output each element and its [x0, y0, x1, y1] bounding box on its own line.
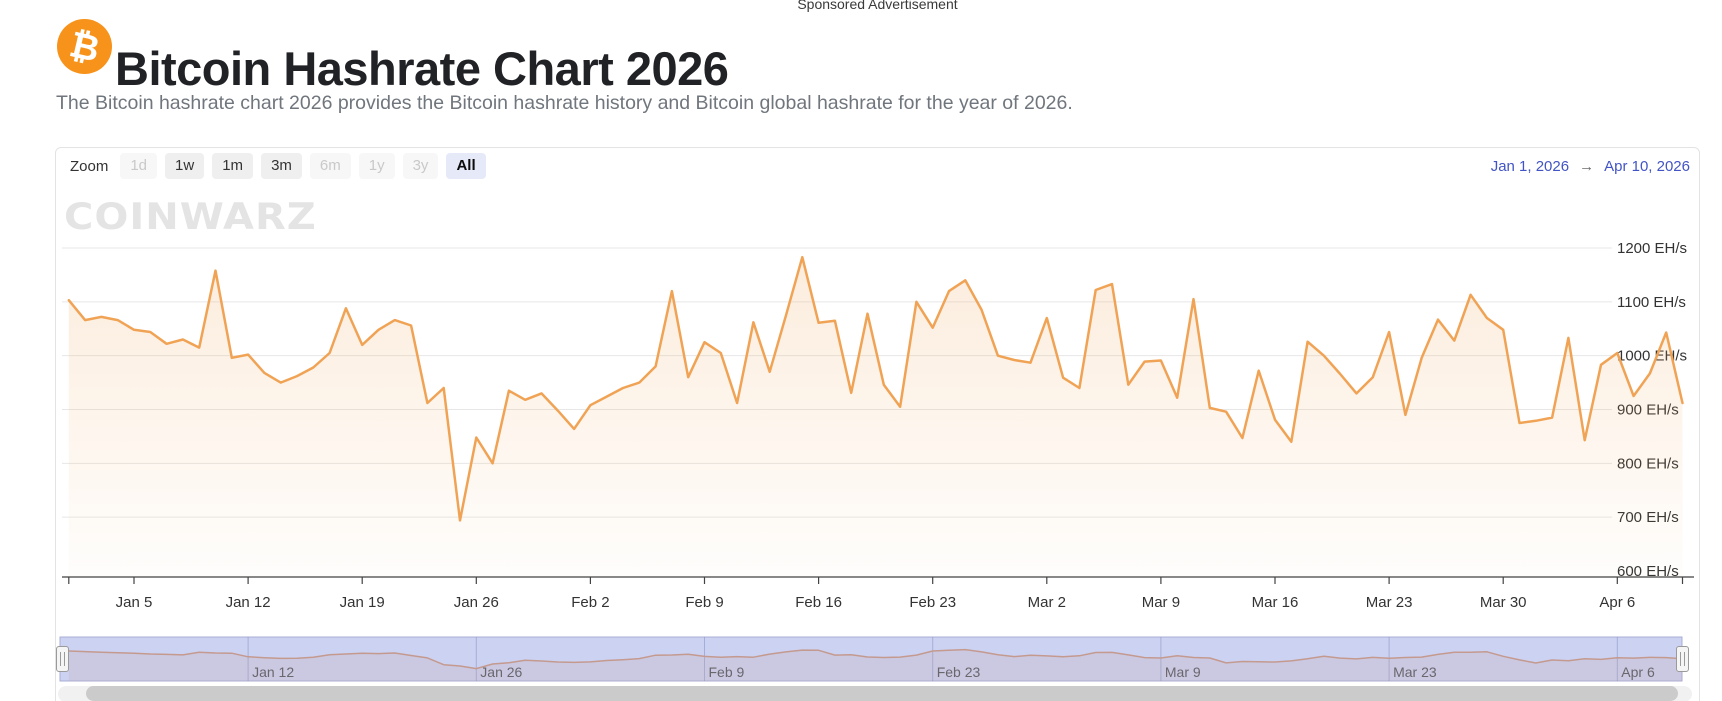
- date-from-input[interactable]: Jan 1, 2026: [1490, 158, 1570, 175]
- date-range: Jan 1, 2026 → Apr 10, 2026: [1491, 158, 1690, 175]
- sponsored-advertisement-label: Sponsored Advertisement: [797, 0, 958, 12]
- zoom-button-1w[interactable]: 1w: [165, 153, 205, 179]
- navigator-label-jan-26: Jan 26: [480, 664, 522, 680]
- navigator-label-mar-9: Mar 9: [1165, 664, 1201, 680]
- x-axis-label-mar-16: Mar 16: [1252, 594, 1299, 611]
- x-axis-label-jan-19: Jan 19: [340, 594, 385, 611]
- y-axis-label-1000: 1000 EH/s: [1617, 348, 1687, 365]
- x-axis-label-mar-30: Mar 30: [1480, 594, 1527, 611]
- x-axis-label-jan-26: Jan 26: [454, 594, 499, 611]
- zoom-toolbar: Zoom 1d 1w 1m 3m 6m 1y 3y All: [70, 153, 486, 179]
- navigator-label-mar-23: Mar 23: [1393, 664, 1437, 680]
- navigator-handle-right[interactable]: [1676, 646, 1689, 672]
- zoom-button-3m[interactable]: 3m: [261, 153, 302, 179]
- navigator-label-feb-9: Feb 9: [709, 664, 745, 680]
- zoom-button-all[interactable]: All: [446, 153, 486, 179]
- bitcoin-logo-icon: ₿: [57, 19, 112, 74]
- navigator-label-feb-23: Feb 23: [937, 664, 981, 680]
- zoom-buttons-group: 1d 1w 1m 3m 6m 1y 3y All: [120, 153, 486, 179]
- x-axis-label-feb-2: Feb 2: [571, 594, 609, 611]
- date-range-arrow-icon: →: [1579, 158, 1595, 175]
- x-axis-label-feb-23: Feb 23: [909, 594, 956, 611]
- coinwarz-watermark: CoinWarz: [64, 196, 317, 239]
- x-axis-label-mar-2: Mar 2: [1028, 594, 1066, 611]
- navigator-handle-left[interactable]: [56, 646, 69, 672]
- hashrate-series-line[interactable]: [67, 255, 1684, 522]
- x-axis-label-apr-6: Apr 6: [1599, 594, 1635, 611]
- x-axis-label-jan-12: Jan 12: [226, 594, 271, 611]
- x-axis-label-mar-9: Mar 9: [1142, 594, 1180, 611]
- zoom-label: Zoom: [70, 157, 109, 175]
- hashrate-area: [68, 257, 1683, 577]
- x-axis-label-mar-23: Mar 23: [1366, 594, 1413, 611]
- navigator-mask[interactable]: [59, 636, 1683, 682]
- x-axis-label-feb-16: Feb 16: [795, 594, 842, 611]
- page-subtitle: The Bitcoin hashrate chart 2026 provides…: [56, 92, 1073, 114]
- x-axis-label-feb-9: Feb 9: [685, 594, 723, 611]
- navigator-label-jan-12: Jan 12: [252, 664, 294, 680]
- page-title: Bitcoin Hashrate Chart 2026: [115, 42, 729, 96]
- date-to-input[interactable]: Apr 10, 2026: [1604, 158, 1690, 175]
- scrollbar-thumb[interactable]: [86, 686, 1678, 701]
- zoom-button-1y: 1y: [358, 153, 395, 179]
- zoom-button-1m[interactable]: 1m: [212, 153, 254, 179]
- zoom-button-3y: 3y: [402, 153, 439, 179]
- zoom-button-1d: 1d: [120, 153, 158, 179]
- y-axis-label-1200: 1200 EH/s: [1617, 240, 1687, 257]
- y-axis-label-1100: 1100 EH/s: [1617, 294, 1686, 311]
- zoom-button-6m: 6m: [309, 153, 351, 179]
- navigator-series-area: [68, 649, 1683, 681]
- navigator-label-apr-6: Apr 6: [1621, 664, 1655, 680]
- navigator-series-line: [68, 648, 1683, 670]
- x-axis-label-jan-5: Jan 5: [116, 594, 153, 611]
